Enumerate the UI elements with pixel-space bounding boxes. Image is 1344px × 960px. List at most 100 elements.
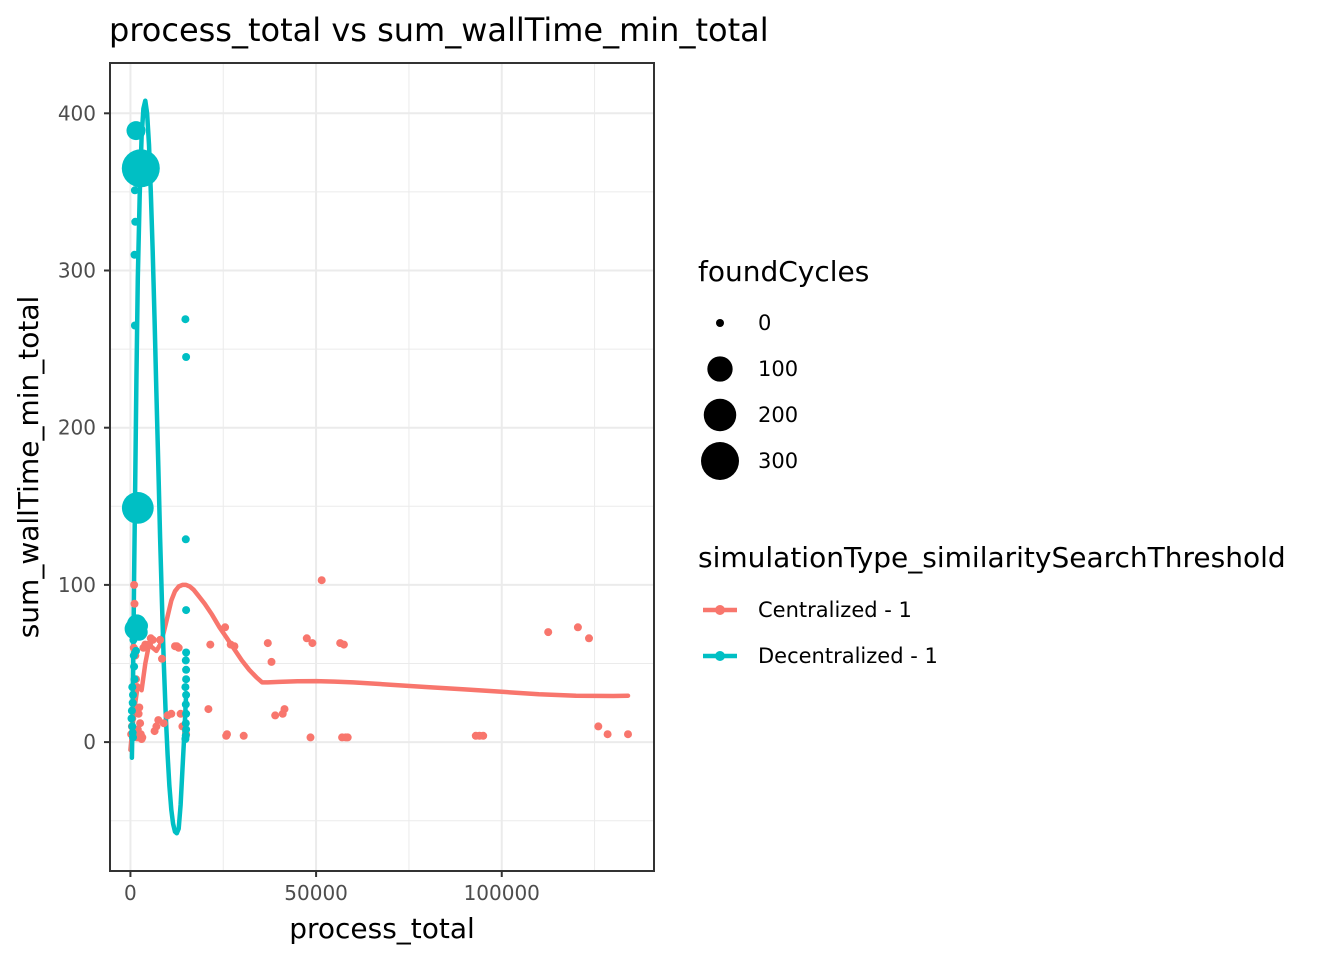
decentralized-point (131, 217, 140, 226)
y-axis-title: sum_wallTime_min_total (12, 296, 45, 639)
grid-lines (110, 63, 654, 871)
decentralized-point (121, 492, 154, 524)
y-tick-label: 200 (58, 416, 96, 440)
decentralized-point (181, 535, 190, 544)
centralized-point (544, 628, 553, 637)
centralized-point (176, 709, 185, 718)
centralized-point (223, 730, 231, 739)
decentralized-point (181, 719, 190, 728)
decentralized-point (182, 709, 191, 718)
centralized-point (594, 722, 603, 731)
decentralized-point (181, 315, 190, 324)
centralized-point (271, 711, 280, 720)
smooth-line-decentralized (129, 98, 189, 836)
centralized-point (479, 731, 488, 740)
centralized-point (138, 733, 147, 742)
y-axis: 0 100 200 300 400 (58, 101, 110, 754)
decentralized-point (129, 690, 137, 699)
y-tick-label: 0 (83, 730, 96, 754)
color-legend: simulationType_similaritySearchThreshold… (698, 541, 1286, 668)
decentralized-point (182, 675, 191, 684)
x-axis-title: process_total (289, 912, 475, 945)
centralized-point (573, 623, 582, 632)
size-legend-key (701, 442, 739, 480)
color-legend-items: Centralized - 1 Decentralized - 1 (703, 598, 938, 668)
x-tick-label: 100000 (464, 881, 540, 905)
centralized-point (206, 640, 215, 649)
y-tick-label: 100 (58, 573, 96, 597)
centralized-point (134, 709, 143, 718)
chart-title: process_total vs sum_wallTime_min_total (109, 11, 769, 49)
decentralized-point (121, 149, 160, 188)
decentralized-point (130, 321, 139, 330)
smooth-lines (128, 98, 631, 836)
color-legend-label: Centralized - 1 (758, 598, 912, 622)
centralized-point (267, 657, 276, 666)
decentralized-point (132, 646, 140, 655)
smooth-line-centralized (128, 582, 631, 753)
centralized-point (585, 634, 593, 643)
decentralized-point (128, 683, 137, 692)
color-legend-dot (715, 651, 725, 661)
color-legend-dot (715, 605, 725, 615)
decentralized-point (129, 733, 137, 742)
decentralized-point (182, 690, 191, 699)
decentralized-point (182, 665, 191, 674)
decentralized-point (181, 683, 190, 692)
data-points (121, 121, 632, 743)
decentralized-point (182, 725, 191, 734)
y-tick-label: 400 (58, 101, 96, 125)
centralized-point (263, 639, 272, 648)
centralized-point (167, 709, 176, 718)
decentralized-point (181, 735, 190, 743)
centralized-point (148, 635, 157, 644)
size-legend-label: 100 (758, 357, 798, 381)
size-legend-key (703, 398, 737, 432)
size-legend-key (716, 319, 724, 327)
centralized-point (280, 705, 289, 714)
decentralized-point (182, 606, 191, 615)
centralized-point (136, 719, 145, 728)
decentralized-point (127, 706, 136, 715)
centralized-point (317, 576, 326, 585)
centralized-point (624, 730, 632, 739)
size-legend-items: 0 100 200 300 (701, 311, 798, 480)
centralized-point (230, 642, 239, 651)
decentralized-point (130, 675, 139, 684)
color-legend-label: Decentralized - 1 (758, 644, 938, 668)
size-legend: foundCycles 0 100 200 300 (698, 255, 869, 480)
decentralized-point (130, 250, 139, 259)
centralized-point (239, 731, 248, 740)
size-legend-title: foundCycles (698, 255, 869, 288)
centralized-point (152, 722, 161, 731)
size-legend-key (707, 356, 733, 382)
centralized-point (306, 733, 315, 742)
x-tick-label: 50000 (284, 881, 348, 905)
centralized-point (158, 654, 166, 663)
color-legend-title: simulationType_similaritySearchThreshold (698, 541, 1286, 574)
decentralized-point (181, 700, 190, 709)
size-legend-label: 0 (758, 311, 771, 335)
centralized-point (130, 580, 139, 589)
decentralized-point (181, 656, 190, 665)
centralized-point (130, 599, 139, 608)
decentralized-point (128, 722, 137, 731)
decentralized-point (182, 648, 191, 657)
centralized-point (339, 640, 348, 649)
decentralized-point (130, 662, 139, 671)
plot-border (109, 62, 655, 872)
centralized-point (156, 635, 165, 644)
y-tick-label: 300 (58, 259, 96, 283)
centralized-point (302, 634, 311, 643)
centralized-point (204, 705, 213, 714)
decentralized-point (130, 186, 139, 195)
centralized-point (343, 733, 352, 742)
centralized-point (174, 643, 183, 652)
centralized-point (603, 730, 612, 739)
centralized-point (308, 639, 317, 648)
decentralized-point (124, 618, 146, 640)
size-legend-label: 200 (758, 403, 798, 427)
centralized-point (159, 719, 168, 728)
plot-panel (110, 63, 654, 871)
